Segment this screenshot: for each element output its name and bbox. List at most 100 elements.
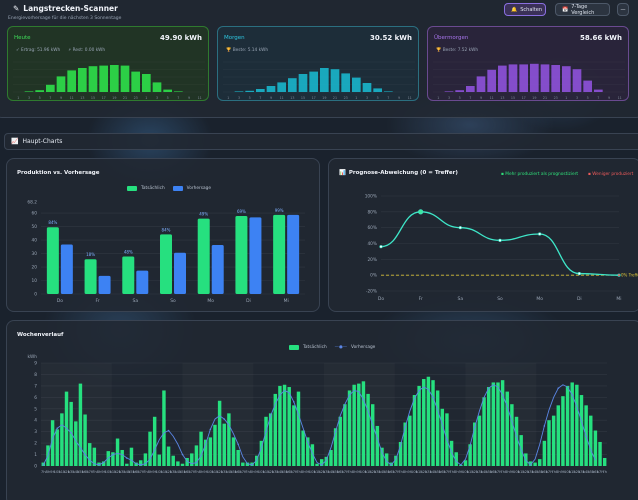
bar-actual	[602, 457, 607, 466]
calendar-icon: 📅	[562, 6, 569, 13]
legend-label[interactable]: Tatsächlich	[141, 186, 165, 191]
x-tick-label: 16h	[235, 469, 243, 474]
x-tick-label: 9h	[152, 469, 157, 474]
y-tick-label: 60	[32, 211, 38, 217]
forecast-point	[432, 396, 434, 399]
day-card-today[interactable]: Heute 49.90 kWh ✓ Ertrag: 51.96 kWh ⚡ Re…	[7, 26, 209, 101]
bar-actual	[338, 416, 342, 466]
x-tick-label: 10h	[564, 469, 572, 474]
deviation-point	[617, 273, 621, 277]
bar-actual	[473, 422, 477, 466]
y-tick-label: 0%	[370, 273, 377, 279]
x-tick-label: 11h	[211, 469, 219, 474]
forecast-point	[223, 418, 226, 420]
x-tick-label: 15h	[128, 469, 136, 474]
mini-tick-label: 7	[49, 96, 51, 100]
forecast-point	[543, 425, 546, 427]
mini-tick-label: 5	[249, 96, 251, 100]
section-main-charts[interactable]: 📈 Haupt-Charts	[4, 133, 638, 150]
forecast-point	[487, 387, 490, 389]
x-tick-label: 17h	[545, 469, 553, 474]
mini-tick-label: 5	[167, 96, 169, 100]
x-tick-label: 12h	[471, 469, 479, 474]
mini-tick-label: 1	[437, 96, 439, 100]
day-mini-chart: 1 3 5 7 9 11 13 15 17 19 21 23 1 3 5 7 9 11	[13, 61, 205, 100]
forecast-point	[320, 464, 323, 466]
bar-actual	[197, 218, 210, 294]
forecast-point	[362, 398, 365, 401]
bar-actual	[50, 420, 55, 466]
x-tick-label: 7h	[602, 469, 607, 474]
x-tick-label: 7h	[449, 469, 454, 474]
forecast-line	[42, 384, 596, 466]
mini-bar	[530, 63, 539, 92]
x-tick-label: 15h	[332, 469, 340, 474]
mini-bar	[163, 89, 172, 92]
mini-bar	[78, 68, 87, 92]
bar-actual	[528, 461, 533, 466]
y-tick-label: 80%	[367, 209, 377, 215]
weekly-chart-panel: Wochenverlauf Tatsächlich —●— Vorhersage…	[6, 320, 638, 500]
minimize-button[interactable]: —	[617, 3, 629, 16]
mini-tick-label: 7	[387, 96, 389, 100]
y-tick-label: 100%	[365, 194, 377, 200]
x-tick-label: 7h	[296, 469, 301, 474]
bar-actual	[468, 444, 472, 466]
bar-actual	[370, 404, 375, 466]
mini-tick-label: 3	[238, 96, 240, 100]
x-tick-label: 11h	[518, 469, 526, 474]
mini-bar	[152, 82, 162, 92]
bar-actual	[143, 453, 148, 466]
x-tick-label: 9h	[101, 469, 106, 474]
bar-actual	[46, 227, 59, 294]
x-tick-label: 13h	[374, 469, 382, 474]
week-compare-button[interactable]: 📅 7-Tage Vergleich	[555, 3, 610, 16]
x-tick-label: Mo	[536, 296, 543, 302]
x-tick-label: 12h	[267, 469, 275, 474]
notify-label: Schalten	[520, 6, 542, 13]
mini-tick-label: 13	[80, 96, 84, 100]
notify-button[interactable]: 🔔 Schalten	[504, 3, 546, 16]
x-tick-label: 13h	[170, 469, 178, 474]
x-tick-label: 9h	[356, 469, 361, 474]
legend-label[interactable]: Tatsächlich	[303, 345, 327, 350]
mini-tick-label: 11	[70, 96, 74, 100]
x-tick-label: 13h	[476, 469, 484, 474]
x-tick-label: 11h	[58, 469, 66, 474]
forecast-point	[473, 426, 476, 428]
mini-tick-label: 3	[576, 96, 578, 100]
day-card-day-after[interactable]: Übermorgen 58.66 kWh 🏆 Beste: 7.52 kWh 1…	[427, 26, 629, 101]
x-tick-label: 13h	[578, 469, 586, 474]
legend-label[interactable]: Vorhersage	[186, 186, 211, 191]
legend-label[interactable]: Vorhersage	[351, 345, 376, 350]
bar-actual	[166, 446, 171, 466]
x-tick-label: 9h	[203, 469, 208, 474]
bar-actual	[408, 415, 412, 466]
mini-tick-label: 7	[177, 96, 179, 100]
forecast-point	[237, 443, 239, 446]
bar-actual	[431, 380, 435, 466]
data-label: 18%	[86, 252, 95, 257]
mini-tick-label: 5	[459, 96, 461, 100]
x-tick-label: Fr	[96, 298, 100, 304]
mini-tick-label: 19	[112, 96, 116, 100]
legend-line-icon: —●—	[334, 345, 348, 350]
mini-tick-label: 1	[17, 96, 19, 100]
mini-tick-label: 9	[270, 96, 272, 100]
bar-actual	[134, 462, 138, 466]
bar-actual	[148, 431, 152, 466]
bar-forecast	[249, 217, 262, 294]
forecast-point	[251, 464, 253, 466]
mini-tick-label: 3	[448, 96, 450, 100]
x-tick-label: 10h	[207, 469, 215, 474]
forecast-point	[515, 435, 518, 438]
bar-actual	[440, 408, 445, 466]
y-tick-label: 50	[32, 224, 38, 230]
mini-tick-label: 1	[565, 96, 567, 100]
x-tick-label: 14h	[429, 469, 437, 474]
bar-actual	[296, 391, 301, 466]
bar-actual	[287, 387, 291, 466]
mini-tick-label: 23	[344, 96, 348, 100]
x-tick-label: 14h	[480, 469, 488, 474]
